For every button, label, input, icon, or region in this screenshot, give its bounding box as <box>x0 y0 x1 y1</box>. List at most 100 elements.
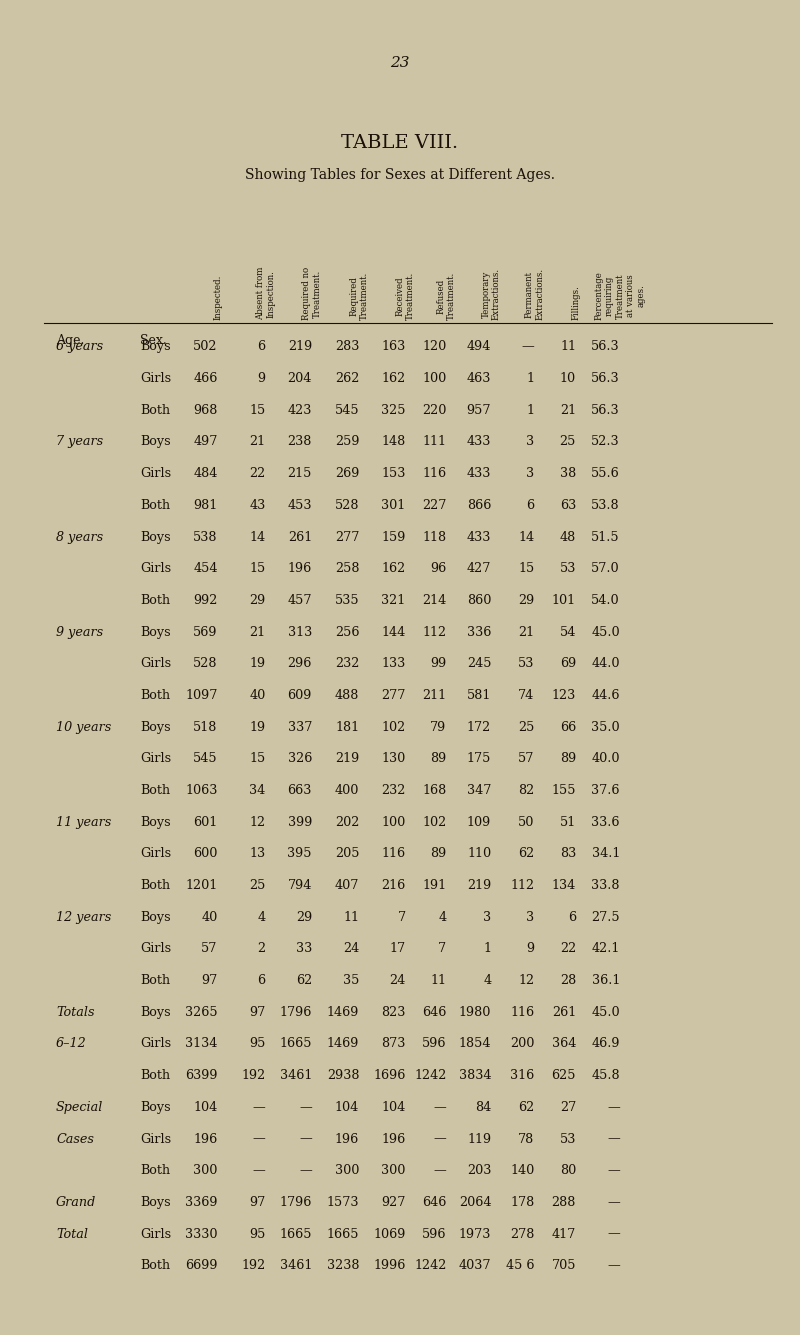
Text: 4037: 4037 <box>458 1259 491 1272</box>
Text: 3238: 3238 <box>326 1259 359 1272</box>
Text: 140: 140 <box>510 1164 534 1177</box>
Text: 957: 957 <box>466 403 491 417</box>
Text: 204: 204 <box>288 372 312 384</box>
Text: 277: 277 <box>335 530 359 543</box>
Text: Boys: Boys <box>140 1005 170 1019</box>
Text: 37.6: 37.6 <box>591 784 620 797</box>
Text: 40: 40 <box>202 910 218 924</box>
Text: 172: 172 <box>467 721 491 734</box>
Text: 25: 25 <box>560 435 576 449</box>
Text: 112: 112 <box>510 878 534 892</box>
Text: 48: 48 <box>560 530 576 543</box>
Text: Both: Both <box>140 1069 170 1083</box>
Text: —: — <box>607 1259 620 1272</box>
Text: 21: 21 <box>518 626 534 638</box>
Text: 116: 116 <box>422 467 446 481</box>
Text: 1996: 1996 <box>374 1259 406 1272</box>
Text: 1573: 1573 <box>326 1196 359 1210</box>
Text: 12: 12 <box>518 975 534 987</box>
Text: 62: 62 <box>518 1101 534 1113</box>
Text: Required
Treatment.: Required Treatment. <box>350 272 369 320</box>
Text: 22: 22 <box>250 467 266 481</box>
Text: 11: 11 <box>430 975 446 987</box>
Text: —: — <box>253 1132 266 1145</box>
Text: 25: 25 <box>518 721 534 734</box>
Text: 219: 219 <box>288 340 312 354</box>
Text: 269: 269 <box>335 467 359 481</box>
Text: 325: 325 <box>381 403 406 417</box>
Text: 1063: 1063 <box>186 784 218 797</box>
Text: Age.: Age. <box>56 334 84 347</box>
Text: 12 years: 12 years <box>56 910 111 924</box>
Text: Both: Both <box>140 1164 170 1177</box>
Text: 2938: 2938 <box>326 1069 359 1083</box>
Text: 300: 300 <box>194 1164 218 1177</box>
Text: 232: 232 <box>382 784 406 797</box>
Text: 6: 6 <box>258 975 266 987</box>
Text: Temporary
Extractions.: Temporary Extractions. <box>482 268 501 320</box>
Text: 364: 364 <box>552 1037 576 1051</box>
Text: 528: 528 <box>193 657 218 670</box>
Text: Grand: Grand <box>56 1196 96 1210</box>
Text: 144: 144 <box>382 626 406 638</box>
Text: Required no
Treatment.: Required no Treatment. <box>302 267 322 320</box>
Text: 494: 494 <box>467 340 491 354</box>
Text: 336: 336 <box>467 626 491 638</box>
Text: 33.6: 33.6 <box>591 816 620 829</box>
Text: Cases: Cases <box>56 1132 94 1145</box>
Text: 238: 238 <box>288 435 312 449</box>
Text: 12: 12 <box>250 816 266 829</box>
Text: 2064: 2064 <box>458 1196 491 1210</box>
Text: 15: 15 <box>518 562 534 575</box>
Text: 83: 83 <box>560 848 576 860</box>
Text: 99: 99 <box>430 657 446 670</box>
Text: 596: 596 <box>422 1037 446 1051</box>
Text: 11 years: 11 years <box>56 816 111 829</box>
Text: 196: 196 <box>194 1132 218 1145</box>
Text: 873: 873 <box>382 1037 406 1051</box>
Text: 581: 581 <box>467 689 491 702</box>
Text: 28: 28 <box>560 975 576 987</box>
Text: 860: 860 <box>467 594 491 607</box>
Text: 175: 175 <box>467 753 491 765</box>
Text: 1: 1 <box>483 943 491 956</box>
Text: 78: 78 <box>518 1132 534 1145</box>
Text: 600: 600 <box>194 848 218 860</box>
Text: 1242: 1242 <box>414 1069 446 1083</box>
Text: 84: 84 <box>475 1101 491 1113</box>
Text: 89: 89 <box>560 753 576 765</box>
Text: 111: 111 <box>422 435 446 449</box>
Text: 596: 596 <box>422 1228 446 1240</box>
Text: 9 years: 9 years <box>56 626 103 638</box>
Text: 69: 69 <box>560 657 576 670</box>
Text: 10: 10 <box>560 372 576 384</box>
Text: 97: 97 <box>202 975 218 987</box>
Text: —: — <box>253 1164 266 1177</box>
Text: Girls: Girls <box>140 943 171 956</box>
Text: Both: Both <box>140 403 170 417</box>
Text: 35.0: 35.0 <box>591 721 620 734</box>
Text: 95: 95 <box>250 1037 266 1051</box>
Text: 3: 3 <box>526 910 534 924</box>
Text: 569: 569 <box>193 626 218 638</box>
Text: —: — <box>299 1164 312 1177</box>
Text: 1097: 1097 <box>186 689 218 702</box>
Text: 21: 21 <box>250 435 266 449</box>
Text: 4: 4 <box>258 910 266 924</box>
Text: 80: 80 <box>560 1164 576 1177</box>
Text: 3: 3 <box>483 910 491 924</box>
Text: 29: 29 <box>296 910 312 924</box>
Text: 6699: 6699 <box>185 1259 218 1272</box>
Text: 89: 89 <box>430 753 446 765</box>
Text: 19: 19 <box>250 657 266 670</box>
Text: 3330: 3330 <box>185 1228 218 1240</box>
Text: 50: 50 <box>518 816 534 829</box>
Text: 112: 112 <box>422 626 446 638</box>
Text: 134: 134 <box>552 878 576 892</box>
Text: 1665: 1665 <box>279 1228 312 1240</box>
Text: Totals: Totals <box>56 1005 94 1019</box>
Text: 192: 192 <box>242 1069 266 1083</box>
Text: 347: 347 <box>467 784 491 797</box>
Text: 219: 219 <box>467 878 491 892</box>
Text: 300: 300 <box>382 1164 406 1177</box>
